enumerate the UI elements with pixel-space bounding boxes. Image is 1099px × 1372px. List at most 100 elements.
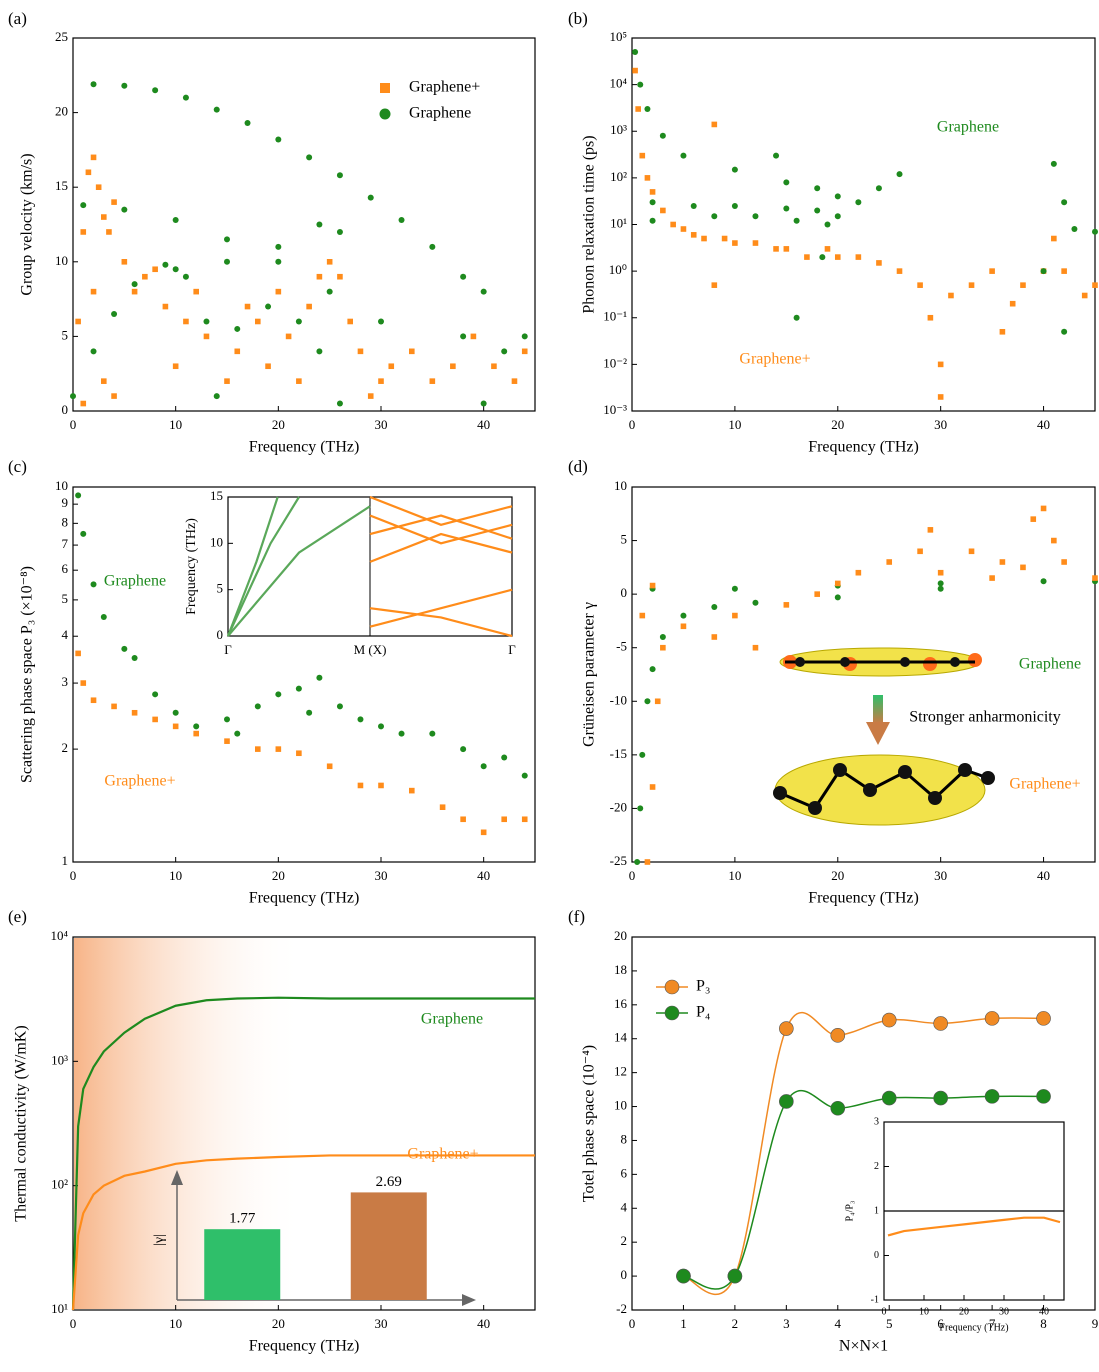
point <box>933 1016 948 1031</box>
point <box>326 259 333 265</box>
plot-frame <box>72 486 536 863</box>
text: 10 <box>55 478 68 493</box>
point <box>814 185 821 192</box>
text: (b) <box>568 9 588 28</box>
text: 12 <box>614 1064 627 1079</box>
point <box>727 1268 743 1284</box>
point <box>711 634 718 640</box>
plot-frame <box>72 37 536 412</box>
point <box>182 273 189 280</box>
point <box>480 763 487 770</box>
point <box>721 235 728 242</box>
point <box>224 738 230 744</box>
point <box>336 228 343 235</box>
point <box>881 1012 897 1028</box>
point <box>152 691 159 698</box>
point <box>172 266 179 273</box>
point <box>398 217 405 224</box>
text: 16 <box>614 996 628 1011</box>
text: 7 <box>989 1316 996 1331</box>
text: 0 <box>70 417 77 432</box>
text: (e) <box>8 907 27 926</box>
text: (a) <box>8 9 27 28</box>
text: 1 <box>874 1205 879 1216</box>
point <box>680 226 687 232</box>
point <box>388 363 395 370</box>
point <box>1061 268 1067 274</box>
point <box>632 49 639 56</box>
point <box>121 645 128 652</box>
point <box>172 709 179 716</box>
point <box>326 763 333 770</box>
text: 10 <box>169 1316 182 1331</box>
point <box>106 229 112 235</box>
point <box>131 281 138 288</box>
point <box>711 121 718 128</box>
text: 0 <box>621 585 628 600</box>
series-line <box>369 607 513 638</box>
point <box>255 318 261 325</box>
text: Graphene+ <box>407 1146 478 1163</box>
point <box>989 575 995 581</box>
point <box>1051 537 1057 544</box>
point <box>337 273 343 280</box>
point <box>75 650 81 657</box>
text: 40 <box>1037 868 1050 883</box>
point <box>1040 268 1047 275</box>
point <box>937 394 944 400</box>
point <box>644 106 651 113</box>
point <box>357 782 364 789</box>
text: M (X) <box>354 642 387 657</box>
text: 5 <box>217 581 224 596</box>
point <box>480 288 487 295</box>
text: 5 <box>886 1316 893 1331</box>
text: -10 <box>610 692 627 707</box>
text: 3 <box>874 1116 879 1127</box>
point <box>501 754 508 761</box>
point <box>357 716 364 723</box>
legend-label: P₃ <box>696 978 710 995</box>
point <box>131 654 138 661</box>
point <box>521 772 528 779</box>
text: P₄/P₃ <box>844 1201 855 1222</box>
plot-frame <box>631 37 1096 412</box>
text: 0 <box>621 1267 628 1282</box>
point <box>999 559 1006 565</box>
text: 9 <box>62 495 69 510</box>
legend-label: Graphene <box>409 105 471 122</box>
series-line <box>369 532 513 563</box>
text: 10 <box>614 1098 627 1113</box>
text: 10⁴ <box>609 76 627 91</box>
text: 10¹ <box>51 1301 68 1316</box>
point <box>773 152 780 159</box>
text: 40 <box>477 1316 490 1331</box>
point <box>90 154 97 161</box>
point <box>162 261 169 268</box>
point <box>409 787 415 794</box>
text: 0 <box>70 1316 77 1331</box>
point <box>265 363 271 370</box>
point <box>639 751 646 758</box>
text: Frequency (THz) <box>184 518 199 615</box>
text: Stronger anharmonicity <box>909 709 1061 726</box>
point <box>1051 235 1057 242</box>
series-line <box>369 495 513 526</box>
point <box>480 400 487 407</box>
point <box>639 152 646 159</box>
point <box>676 1268 691 1284</box>
axis-arrow <box>462 1294 476 1306</box>
point <box>367 194 374 201</box>
point <box>450 363 456 370</box>
text: 40 <box>477 417 490 432</box>
point <box>90 81 97 88</box>
point <box>316 674 323 681</box>
text: 7 <box>62 536 69 551</box>
point <box>378 723 384 730</box>
text: 4 <box>62 627 69 642</box>
point <box>316 221 323 228</box>
text: Γ <box>508 642 516 657</box>
point <box>131 709 138 716</box>
text: 6 <box>621 1165 628 1180</box>
point <box>1040 578 1047 585</box>
point <box>834 254 841 260</box>
